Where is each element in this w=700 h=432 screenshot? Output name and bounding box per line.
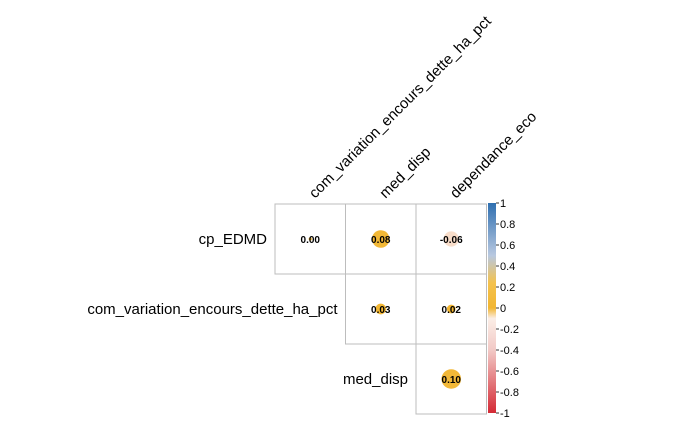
- row-labels: cp_EDMD com_variation_encours_dette_ha_pc…: [87, 231, 408, 388]
- colorbar: 1 0.8 0.6 0.4 0.2 0 -0.2 -0.4 -0.6 -0.8 -1: [488, 198, 519, 420]
- col-label-dependance-eco: dependance_eco: [447, 108, 540, 201]
- correlation-circles: [308, 230, 462, 389]
- colorbar-tick-label: 0.6: [500, 240, 515, 252]
- row-label-cp-edmd: cp_EDMD: [199, 231, 268, 248]
- colorbar-tick-label: 1: [500, 198, 506, 210]
- colorbar-gradient: [488, 203, 496, 413]
- colorbar-tick-label: -0.8: [500, 387, 519, 399]
- corr-value-com-variation-encours-dette-ha-pct-med-disp: 0.03: [371, 305, 391, 316]
- corr-value-cp-edmd-com-variation-encours-dette-ha-pct: 0.00: [301, 235, 321, 246]
- row-label-com-variation-encours-dette-ha-pct: com_variation_encours_dette_ha_pct: [87, 301, 338, 318]
- corr-circle-cp-edmd-med-disp: [371, 230, 390, 248]
- corr-value-cp-edmd-med-disp: 0.08: [371, 235, 391, 246]
- colorbar-tick-label: -0.2: [500, 324, 519, 336]
- colorbar-tick-label: -0.6: [500, 366, 519, 378]
- corr-value-med-disp-dependance-eco: 0.10: [442, 375, 462, 386]
- corr-circle-com-variation-encours-dette-ha-pct-med-disp: [375, 303, 387, 315]
- corr-value-com-variation-encours-dette-ha-pct-dependance-eco: 0.02: [442, 305, 462, 316]
- col-label-med-disp: med_disp: [376, 144, 434, 202]
- corr-value-cp-edmd-dependance-eco: -0.06: [440, 235, 463, 246]
- colorbar-tick-label: -1: [500, 408, 510, 420]
- row-label-med-disp: med_disp: [343, 371, 408, 388]
- corr-circle-cp-edmd-com-variation-encours-dette-ha-pct: [308, 237, 312, 241]
- colorbar-tick-label: -0.4: [500, 345, 519, 357]
- colorbar-tick-label: 0: [500, 303, 506, 315]
- colorbar-tick-label: 0.4: [500, 261, 515, 273]
- corr-circle-cp-edmd-dependance-eco: [443, 231, 459, 247]
- corr-circle-com-variation-encours-dette-ha-pct-dependance-eco: [446, 304, 456, 314]
- corr-circle-med-disp-dependance-eco: [441, 369, 462, 389]
- colorbar-tick-label: 0.8: [500, 219, 515, 231]
- column-labels: com_variation_encours_dette_ha_pctmed_di…: [306, 12, 540, 202]
- correlation-values: 0.00 0.08 -0.06 0.03 0.02 0.10: [301, 235, 464, 386]
- colorbar-tick-label: 0.2: [500, 282, 515, 294]
